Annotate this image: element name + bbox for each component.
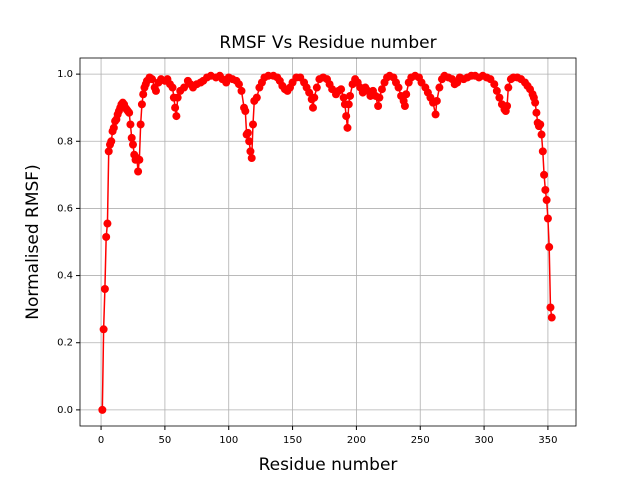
data-point: [305, 88, 314, 97]
x-tick-label: 200: [347, 435, 366, 446]
data-point: [172, 112, 181, 121]
y-axis-label: Normalised RMSF): [23, 164, 43, 319]
data-point: [532, 108, 541, 117]
x-axis-label: Residue number: [259, 455, 398, 475]
data-point: [100, 285, 109, 294]
y-tick-label: 0.4: [57, 271, 73, 282]
plot-frame: [79, 57, 577, 427]
data-point: [344, 100, 353, 109]
data-point: [435, 83, 444, 92]
data-point: [546, 303, 555, 312]
data-point: [168, 83, 177, 92]
x-tick-label: 50: [159, 435, 172, 446]
data-point: [538, 147, 547, 156]
data-point: [248, 120, 257, 129]
y-tick-label: 0.6: [57, 203, 73, 214]
data-point: [346, 91, 355, 100]
data-point: [542, 196, 551, 205]
x-tick-label: 250: [411, 435, 430, 446]
chart-title: RMSF Vs Residue number: [219, 33, 436, 53]
data-point: [245, 137, 254, 146]
data-point: [337, 85, 346, 94]
data-point: [99, 325, 108, 334]
data-point: [136, 120, 145, 129]
data-point: [503, 102, 512, 111]
data-point: [312, 83, 321, 92]
y-tick-label: 1.0: [57, 69, 73, 80]
data-point: [531, 98, 540, 107]
data-point: [431, 110, 440, 119]
x-tick-label: 350: [538, 435, 557, 446]
data-point: [137, 100, 146, 109]
data-point: [237, 86, 246, 95]
data-point: [247, 154, 256, 163]
data-point: [126, 120, 135, 129]
data-point: [547, 313, 556, 322]
data-point: [180, 83, 189, 92]
data-point: [252, 93, 261, 102]
y-tick-label: 0.8: [57, 136, 73, 147]
data-point: [495, 93, 504, 102]
data-point: [541, 185, 550, 194]
data-point: [241, 107, 250, 116]
data-point: [540, 170, 549, 179]
data-point: [537, 130, 546, 139]
data-point: [377, 85, 386, 94]
data-point: [374, 102, 383, 111]
data-point: [246, 147, 255, 156]
data-point: [492, 86, 501, 95]
data-point: [402, 90, 411, 99]
data-point: [310, 93, 319, 102]
x-tick-label: 150: [283, 435, 302, 446]
x-tick-label: 0: [98, 435, 104, 446]
data-point: [490, 80, 499, 89]
data-point: [504, 83, 513, 92]
data-point: [171, 103, 180, 112]
data-point: [148, 75, 157, 84]
data-point: [394, 83, 403, 92]
data-point: [375, 93, 384, 102]
data-point: [543, 214, 552, 223]
data-point: [173, 93, 182, 102]
data-point: [400, 102, 409, 111]
data-point: [342, 112, 351, 121]
data-point: [135, 155, 144, 164]
data-point: [98, 405, 107, 414]
data-point: [128, 140, 137, 149]
data-point: [243, 128, 252, 137]
data-point: [536, 120, 545, 129]
data-point: [125, 108, 134, 117]
data-point: [545, 243, 554, 252]
data-point: [308, 103, 317, 112]
data-point: [134, 167, 143, 176]
data-point: [339, 93, 348, 102]
data-point: [104, 147, 113, 156]
data-point: [139, 90, 148, 99]
data-point: [151, 86, 160, 95]
y-tick-label: 0.0: [57, 405, 73, 416]
data-point: [234, 80, 243, 89]
data-point: [103, 219, 112, 228]
data-point: [102, 232, 111, 241]
data-point: [109, 123, 118, 132]
x-tick-label: 300: [475, 435, 494, 446]
data-point: [343, 123, 352, 132]
x-tick-label: 100: [219, 435, 238, 446]
y-tick-label: 0.2: [57, 338, 73, 349]
data-point: [432, 96, 441, 105]
data-point: [127, 133, 136, 142]
data-point: [107, 137, 116, 146]
